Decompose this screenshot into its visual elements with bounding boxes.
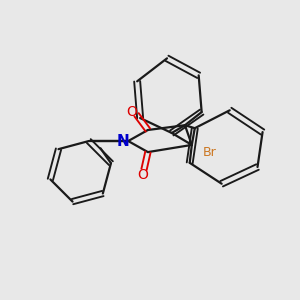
Text: O: O [137,168,148,182]
Text: O: O [127,105,137,119]
Text: N: N [116,134,129,148]
Text: Br: Br [202,146,216,159]
